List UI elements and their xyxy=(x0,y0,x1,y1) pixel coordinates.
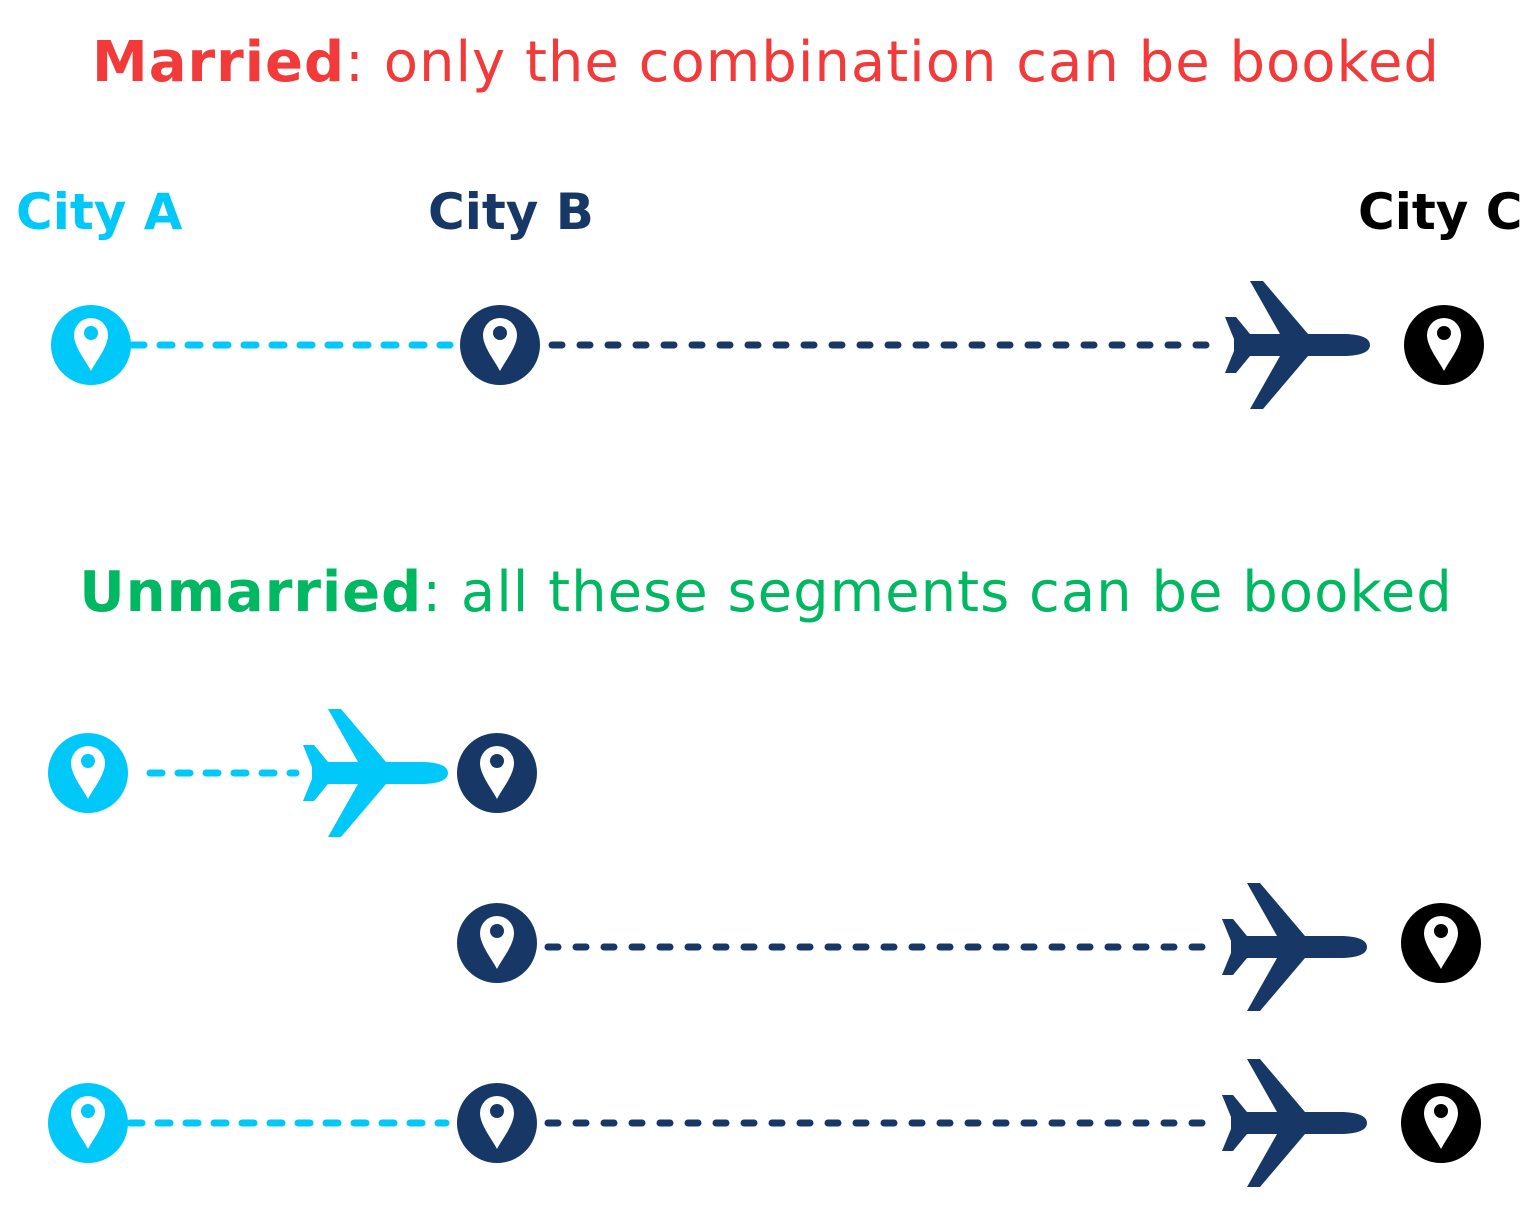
map-pin-icon xyxy=(1401,903,1481,983)
airplane-icon xyxy=(1225,281,1370,409)
unmarried-segment-a-b-c xyxy=(48,1059,1481,1187)
map-pin-icon xyxy=(460,305,540,385)
map-pin-icon xyxy=(457,1083,537,1163)
airplane-icon xyxy=(303,709,448,837)
airplane-icon xyxy=(1222,883,1367,1011)
map-pin-icon xyxy=(1401,1083,1481,1163)
unmarried-heading: Unmarried: all these segments can be boo… xyxy=(0,560,1532,625)
city-b-label: City B xyxy=(428,183,594,241)
married-heading: Married: only the combination can be boo… xyxy=(0,30,1532,95)
married-description: : only the combination can be booked xyxy=(345,30,1440,95)
map-pin-icon xyxy=(1404,305,1484,385)
unmarried-description: : all these segments can be booked xyxy=(422,560,1453,625)
married-keyword: Married xyxy=(92,30,346,95)
city-c-label: City C xyxy=(1358,183,1523,241)
city-a-label: City A xyxy=(16,183,183,241)
map-pin-icon xyxy=(51,305,131,385)
map-pin-icon xyxy=(457,903,537,983)
map-pin-icon xyxy=(48,733,128,813)
unmarried-keyword: Unmarried xyxy=(79,560,423,625)
map-pin-icon xyxy=(48,1083,128,1163)
unmarried-segment-b-c xyxy=(457,883,1481,1011)
map-pin-icon xyxy=(457,733,537,813)
unmarried-segment-a-b xyxy=(48,709,537,837)
airplane-icon xyxy=(1222,1059,1367,1187)
married-route xyxy=(51,281,1484,409)
